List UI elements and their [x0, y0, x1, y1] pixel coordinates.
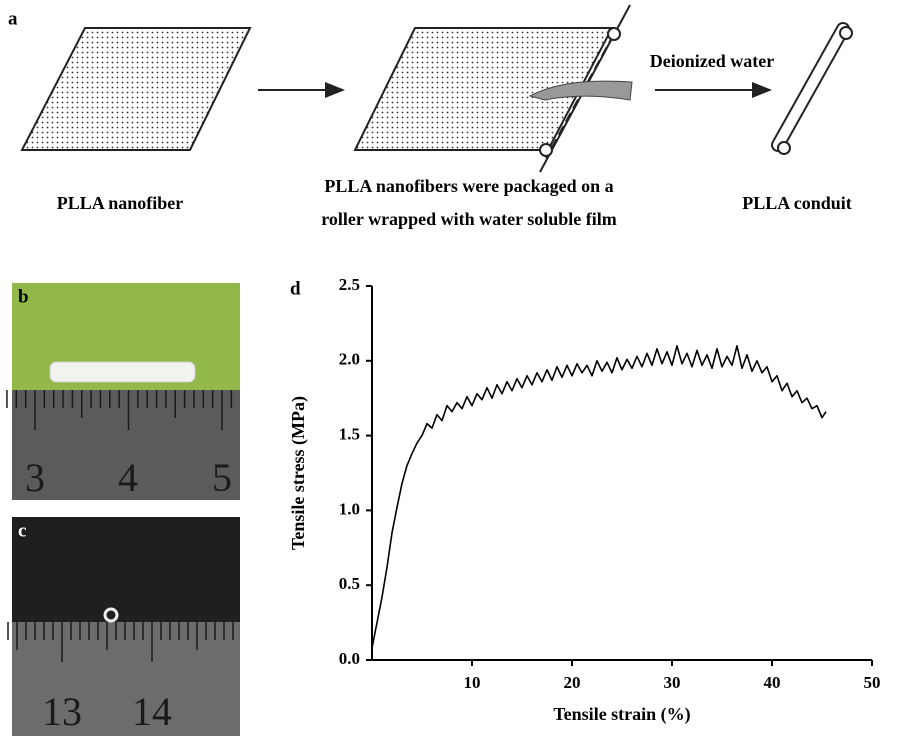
conduit-end [777, 141, 791, 155]
rolling-arrow [528, 80, 633, 101]
panel-label: d [290, 278, 301, 299]
ruler-number: 3 [25, 455, 45, 500]
x-tick-label: 10 [464, 673, 481, 692]
nanofiber-sheet [20, 27, 252, 151]
ruler-ticks [7, 622, 234, 662]
y-tick-label: 2.5 [339, 275, 360, 294]
panel-label: c [18, 520, 26, 541]
ruler-number: 13 [42, 689, 82, 734]
chart: 0.0 0.5 1.0 1.5 2.0 2.5 10 20 30 40 50 Tensile stra… [288, 275, 880, 725]
ruler-number: 5 [212, 455, 232, 500]
x-axis-label: Tensile strain (%) [553, 704, 690, 725]
roller-end [607, 27, 621, 41]
ruler-number: 4 [118, 455, 138, 500]
caption: roller wrapped with water soluble film [321, 209, 617, 229]
panel-label: b [18, 286, 29, 307]
ruler-number: 14 [132, 689, 172, 734]
conduit-end [839, 26, 853, 40]
ruler-ticks [6, 390, 233, 430]
roller [545, 33, 615, 159]
x-tick-label: 50 [864, 673, 881, 692]
ruler [12, 390, 240, 500]
conduit [773, 24, 848, 150]
conduit-cross-section [103, 607, 119, 623]
data-line [371, 345, 827, 649]
roller-end [539, 143, 553, 157]
ruler [12, 622, 240, 736]
x-tick-label: 30 [664, 673, 681, 692]
y-tick-label: 0.5 [339, 574, 360, 593]
y-tick-label: 1.5 [339, 425, 360, 444]
y-tick-label: 1.0 [339, 499, 360, 518]
caption: PLLA nanofiber [57, 193, 184, 213]
y-axis-label: Tensile stress (MPa) [288, 396, 309, 550]
caption: PLLA nanofibers were packaged on a [324, 176, 613, 196]
y-tick-label: 0.0 [339, 649, 360, 668]
conduit-photo [49, 361, 196, 383]
caption: PLLA conduit [742, 193, 852, 213]
arrow-label: Deionized water [650, 51, 774, 71]
x-tick-label: 40 [764, 673, 781, 692]
panel-label: a [8, 8, 18, 29]
y-tick-label: 2.0 [339, 350, 360, 369]
x-tick-label: 20 [564, 673, 581, 692]
